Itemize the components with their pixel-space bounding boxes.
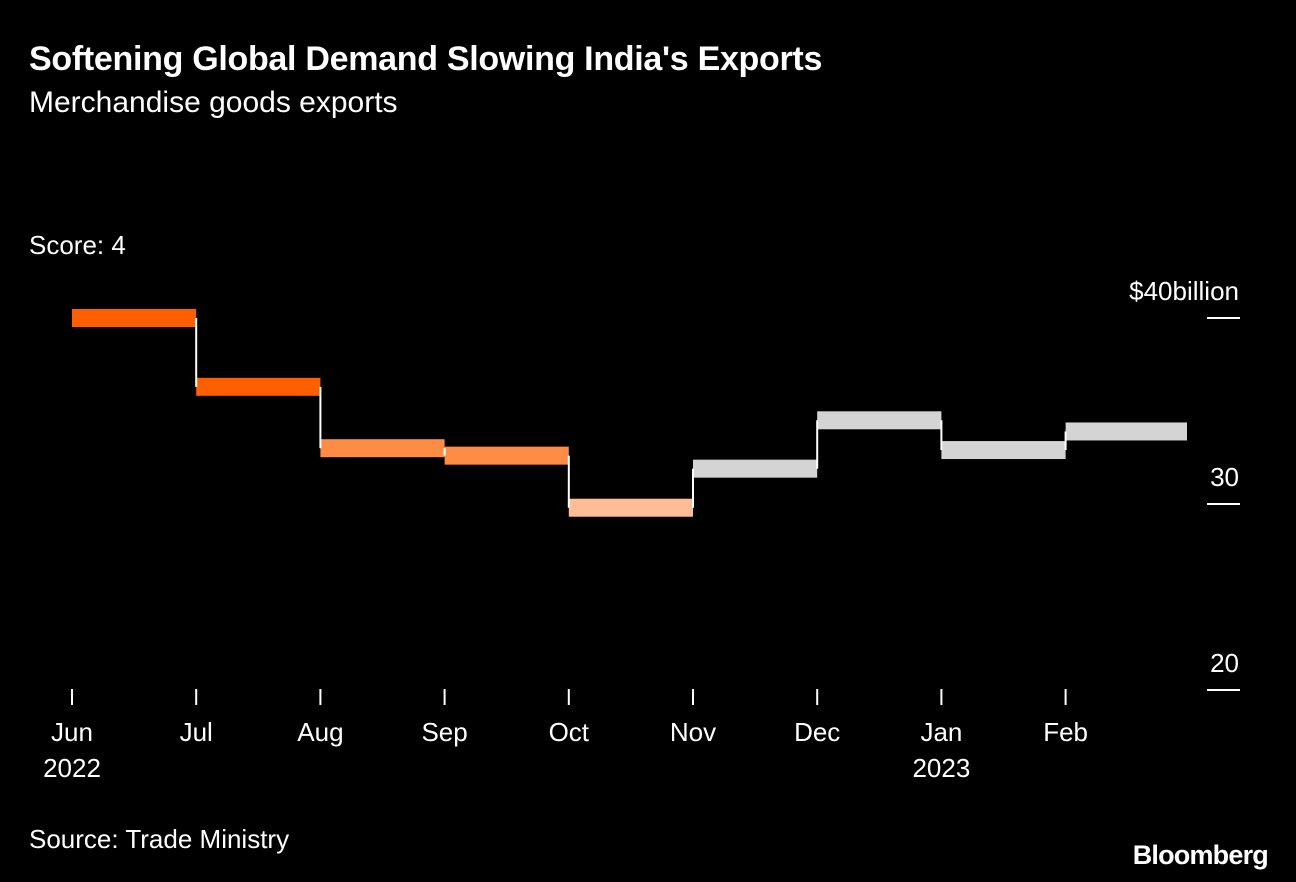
y-tick-label-20: 20: [1210, 648, 1239, 678]
x-year-label-2023: 2023: [912, 753, 970, 783]
y-axis: $40billion 30 20: [1129, 276, 1240, 691]
step-bar-oct: [568, 498, 693, 517]
step-series: [72, 309, 1187, 517]
chart-title: Softening Global Demand Slowing India's …: [29, 40, 823, 78]
chart-subtitle: Merchandise goods exports: [29, 86, 398, 119]
x-tick-label-jun: Jun: [51, 717, 93, 747]
x-tick-label-jan: Jan: [920, 717, 962, 747]
step-bar-jul: [196, 377, 321, 396]
bloomberg-logo: Bloomberg: [1132, 840, 1269, 870]
score-label: Score: 4: [29, 230, 126, 260]
source-note: Source: Trade Ministry: [29, 824, 290, 854]
x-tick-label-oct: Oct: [549, 717, 590, 747]
step-bar-dec: [817, 411, 942, 430]
x-tick-label-dec: Dec: [794, 717, 840, 747]
step-bar-jan: [941, 441, 1066, 460]
y-tick-label-30: 30: [1210, 462, 1239, 492]
step-bar-sep: [444, 446, 569, 465]
x-axis: Jun Jul Aug Sep Oct Nov Dec Jan Feb 2022 2023: [43, 689, 1088, 783]
step-bar-aug: [320, 439, 445, 458]
x-tick-label-nov: Nov: [670, 717, 716, 747]
step-bar-nov: [693, 459, 818, 478]
step-bar-feb: [1065, 422, 1187, 441]
step-bar-jun: [72, 309, 197, 327]
x-tick-label-feb: Feb: [1043, 717, 1088, 747]
y-tick-label-40: $40billion: [1129, 276, 1239, 306]
x-tick-label-jul: Jul: [180, 717, 213, 747]
x-year-label-2022: 2022: [43, 753, 101, 783]
x-tick-label-sep: Sep: [421, 717, 467, 747]
x-tick-label-aug: Aug: [297, 717, 343, 747]
